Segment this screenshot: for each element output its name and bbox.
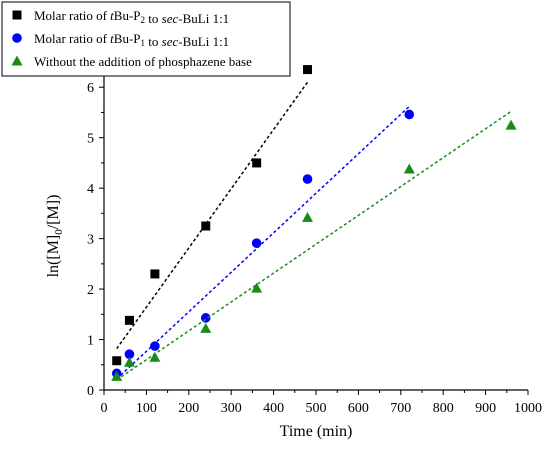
data-point-square	[112, 356, 122, 366]
legend-text-part: Bu-P	[114, 31, 141, 46]
y-tick-label: 3	[87, 233, 94, 248]
data-point-circle	[150, 341, 160, 351]
legend-text-part: Bu-P	[114, 8, 141, 23]
legend-text-part: sec	[162, 34, 179, 49]
x-tick-label: 900	[475, 401, 496, 416]
data-point-triangle	[403, 163, 415, 174]
data-point-square	[303, 65, 313, 75]
x-tick-label: 400	[263, 401, 284, 416]
x-tick-label: 0	[101, 401, 108, 416]
y-axis-label-part: /[M])	[45, 195, 62, 230]
data-point-triangle	[111, 370, 123, 381]
series-3	[111, 110, 517, 381]
data-point-triangle	[123, 356, 135, 367]
data-point-square	[150, 269, 160, 279]
x-tick-label: 700	[390, 401, 411, 416]
legend-text-part: sec	[162, 11, 179, 26]
legend-text-part: to	[145, 34, 162, 49]
legend-marker-square	[12, 10, 22, 20]
data-point-triangle	[149, 351, 161, 362]
x-tick-label: 500	[306, 401, 327, 416]
fit-line-3	[116, 110, 512, 381]
data-point-square	[201, 221, 211, 231]
y-tick-label: 2	[87, 283, 94, 298]
legend-text-part: 2	[141, 15, 146, 25]
legend-entry-1: Molar ratio of tBu-P2 to sec-BuLi 1:1	[34, 8, 229, 26]
legend-marker-circle	[12, 33, 22, 43]
data-point-triangle	[251, 282, 263, 293]
data-point-triangle	[200, 322, 212, 333]
fit-line-1	[116, 81, 309, 350]
legend-text-part: Molar ratio of	[34, 8, 110, 23]
x-tick-label: 600	[348, 401, 369, 416]
legend-entry-3: Without the addition of phosphazene base	[34, 54, 252, 69]
x-axis-label: Time (min)	[280, 423, 353, 440]
legend-text-part: -BuLi 1:1	[178, 34, 229, 49]
series-2	[111, 105, 415, 380]
y-tick-label: 0	[87, 384, 94, 399]
data-point-triangle	[302, 211, 314, 222]
data-point-circle	[124, 349, 135, 359]
x-tick-label: 800	[433, 401, 454, 416]
legend-text-part: 1	[141, 38, 146, 48]
y-axis-label: ln([M]0/[M])	[45, 195, 65, 278]
data-point-square	[252, 158, 262, 168]
plot-area	[111, 65, 517, 381]
y-axis-label-subscript: 0	[53, 229, 65, 235]
legend-text-part: Molar ratio of	[34, 31, 110, 46]
data-point-square	[124, 315, 134, 325]
y-tick-label: 1	[87, 334, 94, 349]
legend-text-part: -BuLi 1:1	[178, 11, 229, 26]
series-1	[112, 65, 313, 366]
legend-entry-2: Molar ratio of tBu-P1 to sec-BuLi 1:1	[34, 31, 229, 49]
legend-text-part: Without the addition of phosphazene base	[34, 54, 252, 69]
data-point-circle	[404, 109, 415, 120]
y-axis-label-part: ln([M]	[45, 235, 62, 278]
y-tick-label: 5	[87, 132, 94, 147]
data-point-triangle	[505, 119, 517, 130]
fit-line-2	[116, 105, 410, 380]
data-point-circle	[302, 174, 313, 184]
axes: 0 100 200 300 400 500 600 700 800 900 1000 0 1 2 3 4 5 6	[87, 61, 542, 416]
data-point-circle	[251, 238, 262, 248]
legend-text-part: t	[110, 31, 114, 46]
y-tick-label: 6	[87, 81, 94, 96]
legend-marker-triangle	[11, 55, 23, 66]
x-tick-label: 200	[178, 401, 199, 416]
x-tick-label: 300	[221, 401, 242, 416]
legend-text-part: t	[110, 8, 114, 23]
x-tick-label: 1000	[514, 401, 542, 416]
x-tick-label: 100	[136, 401, 157, 416]
y-tick-label: 4	[87, 182, 94, 197]
legend-box	[1, 1, 291, 77]
legend-text-part: to	[145, 11, 162, 26]
legend: Molar ratio of tBu-P2 to sec-BuLi 1:1Mol…	[1, 1, 291, 77]
